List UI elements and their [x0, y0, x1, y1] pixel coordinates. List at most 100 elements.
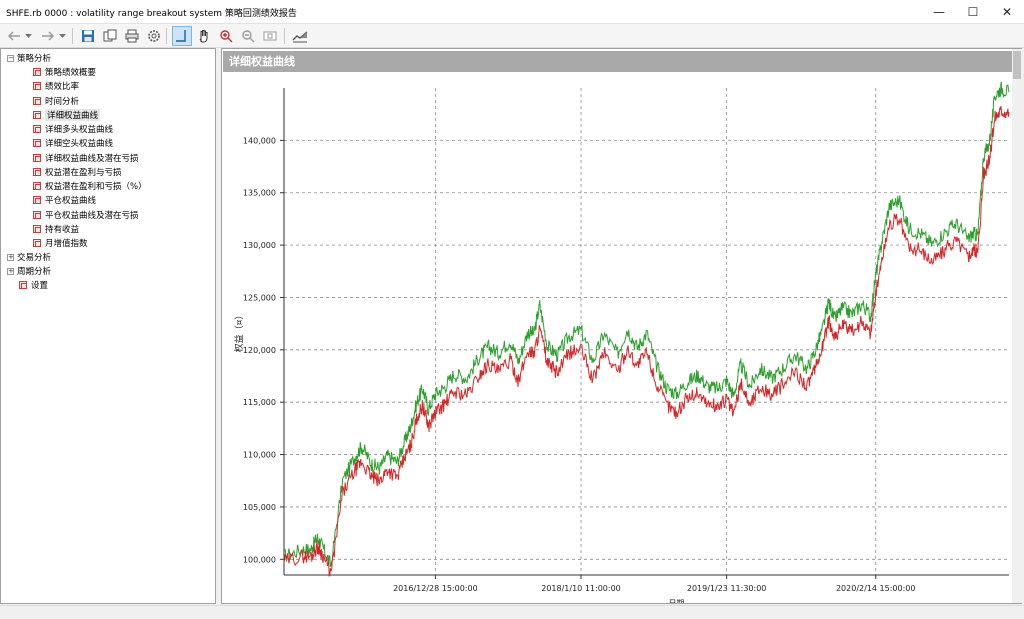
x-tick-label: 2016/12/28 15:00:00: [393, 584, 478, 593]
tree-item-label: 权益潜在盈利与亏损: [45, 167, 122, 178]
minimize-button[interactable]: —: [922, 0, 956, 24]
report-page-icon: [33, 210, 41, 219]
grid-report-icon: [19, 281, 27, 289]
x-axis-label: 日期: [669, 599, 685, 604]
report-page-icon: [33, 224, 41, 233]
report-page-icon: [33, 68, 41, 76]
window-titlebar: SHFE.rb 0000 : volatility range breakout…: [0, 0, 1024, 24]
chart-export-icon[interactable]: [290, 26, 310, 46]
report-page-icon: [33, 82, 41, 91]
tree-item[interactable]: 权益潜在盈利与亏损: [33, 165, 122, 179]
tree-item-label: 时间分析: [45, 96, 80, 107]
tree-item-label: 详细多头权益曲线: [45, 125, 114, 135]
tree-item[interactable]: 详细权益曲线: [33, 108, 101, 122]
tree-item-label: 持有收益: [45, 224, 80, 235]
y-tick-label: 100,000: [243, 555, 276, 564]
report-page-icon: [33, 139, 41, 148]
print-icon[interactable]: [122, 26, 142, 46]
forward-icon[interactable]: [38, 26, 58, 46]
navigation-tree: − 策略分析 策略绩效概要 绩效比率时间分析 详细权益曲线详细多头权益曲线 详细空头权…: [0, 48, 216, 604]
tree-item[interactable]: 平仓权益曲线: [33, 193, 96, 207]
settings-icon[interactable]: [144, 26, 164, 46]
toolbar-separator: [72, 28, 73, 44]
toolbar: [0, 24, 1024, 48]
report-page-icon: [33, 153, 41, 162]
tree-item-label: 月增值指数: [45, 239, 88, 249]
y-axis-label: 权益（¤）: [233, 311, 245, 353]
vertical-scrollbar[interactable]: [1012, 49, 1022, 603]
tree-item-label: 详细权益曲线: [45, 108, 101, 121]
tree-item-label: 详细空头权益曲线: [45, 139, 114, 150]
expand-icon[interactable]: +: [7, 266, 14, 275]
equity-curve-chart[interactable]: 100,000 105,000 110,000 115,000 120,000 125,0…: [222, 74, 1021, 604]
tree-node-settings[interactable]: 设置: [19, 278, 48, 292]
report-page-icon: [33, 110, 41, 119]
tree-item[interactable]: 详细多头权益曲线: [33, 122, 113, 136]
maximize-icon: ☐: [967, 5, 979, 19]
tree-item-label: 平仓权益曲线及潜在亏损: [45, 210, 139, 221]
x-tick-label: 2018/1/10 11:00:00: [541, 584, 621, 593]
window-title: SHFE.rb 0000 : volatility range breakout…: [6, 9, 297, 19]
back-icon[interactable]: [4, 26, 24, 46]
x-tick-label: 2019/1/23 11:30:00: [687, 584, 767, 593]
report-page-icon: [33, 239, 41, 247]
y-tick-label: 120,000: [243, 346, 276, 355]
tree-item[interactable]: 月增值指数: [33, 236, 88, 250]
collapse-icon[interactable]: −: [7, 53, 14, 62]
y-tick-label: 140,000: [243, 136, 276, 145]
tree-item[interactable]: 时间分析: [33, 94, 79, 108]
report-page-icon: [33, 167, 41, 176]
toolbar-separator: [284, 28, 285, 44]
tree-item[interactable]: 持有收益: [33, 222, 79, 236]
scrollbar-thumb[interactable]: [1013, 51, 1021, 79]
tree-item-label: 策略绩效概要: [45, 68, 97, 78]
reset-zoom-icon[interactable]: [260, 26, 280, 46]
series-line-equity-low: [283, 106, 1010, 577]
zoom-in-icon[interactable]: [216, 26, 236, 46]
tree-item[interactable]: 策略绩效概要: [33, 65, 96, 79]
report-page-icon: [33, 96, 41, 105]
tree-item-label: 绩效比率: [45, 82, 80, 93]
tree-item[interactable]: 详细空头权益曲线: [33, 136, 113, 150]
zoom-out-icon[interactable]: [238, 26, 258, 46]
y-tick-label: 110,000: [243, 451, 276, 460]
tree-node-label: 周期分析: [17, 267, 52, 277]
copy-icon[interactable]: [100, 26, 120, 46]
dropdown-icon[interactable]: [56, 26, 68, 46]
tree-node-label: 策略分析: [17, 54, 52, 64]
series-line-equity-high: [283, 81, 1010, 568]
tree-item[interactable]: 绩效比率: [33, 79, 79, 93]
panel-header: 详细权益曲线: [223, 51, 1021, 72]
toolbar-separator: [166, 28, 167, 44]
report-page-icon: [33, 125, 41, 133]
tree-item[interactable]: 详细权益曲线及潜在亏损: [33, 151, 139, 165]
y-tick-label: 135,000: [243, 189, 276, 198]
crosshair-icon[interactable]: [172, 26, 192, 46]
tree-item-label: 详细权益曲线及潜在亏损: [45, 153, 139, 164]
status-bar: [0, 605, 1024, 619]
tree-item[interactable]: 权益潜在盈利和亏损（%）: [33, 179, 147, 193]
y-tick-label: 105,000: [243, 503, 276, 512]
pan-hand-icon[interactable]: [194, 26, 214, 46]
tree-node-trade-analysis[interactable]: + 交易分析: [7, 250, 51, 264]
tree-item-label: 权益潜在盈利和亏损（%）: [45, 182, 147, 192]
close-button[interactable]: ✕: [990, 0, 1024, 24]
maximize-button[interactable]: ☐: [956, 0, 990, 24]
tree-node-label: 设置: [31, 281, 49, 291]
tree-node-strategy-analysis[interactable]: − 策略分析: [7, 51, 51, 65]
tree-item[interactable]: 平仓权益曲线及潜在亏损: [33, 208, 139, 222]
report-content-panel: 详细权益曲线 100,000 105,000 110,000 115,000 120,0…: [221, 48, 1022, 604]
tree-node-label: 交易分析: [17, 253, 52, 263]
save-icon[interactable]: [78, 26, 98, 46]
tree-node-period-analysis[interactable]: + 周期分析: [7, 264, 51, 278]
minimize-icon: —: [933, 5, 945, 19]
dropdown-icon[interactable]: [22, 26, 34, 46]
y-tick-label: 125,000: [243, 293, 276, 302]
expand-icon[interactable]: +: [7, 252, 14, 261]
close-icon: ✕: [1001, 5, 1013, 19]
x-tick-label: 2020/2/14 15:00:00: [836, 584, 916, 593]
tree-item-label: 平仓权益曲线: [45, 196, 97, 207]
report-page-icon: [33, 196, 41, 205]
y-tick-label: 130,000: [243, 241, 276, 250]
report-page-icon: [33, 182, 41, 190]
